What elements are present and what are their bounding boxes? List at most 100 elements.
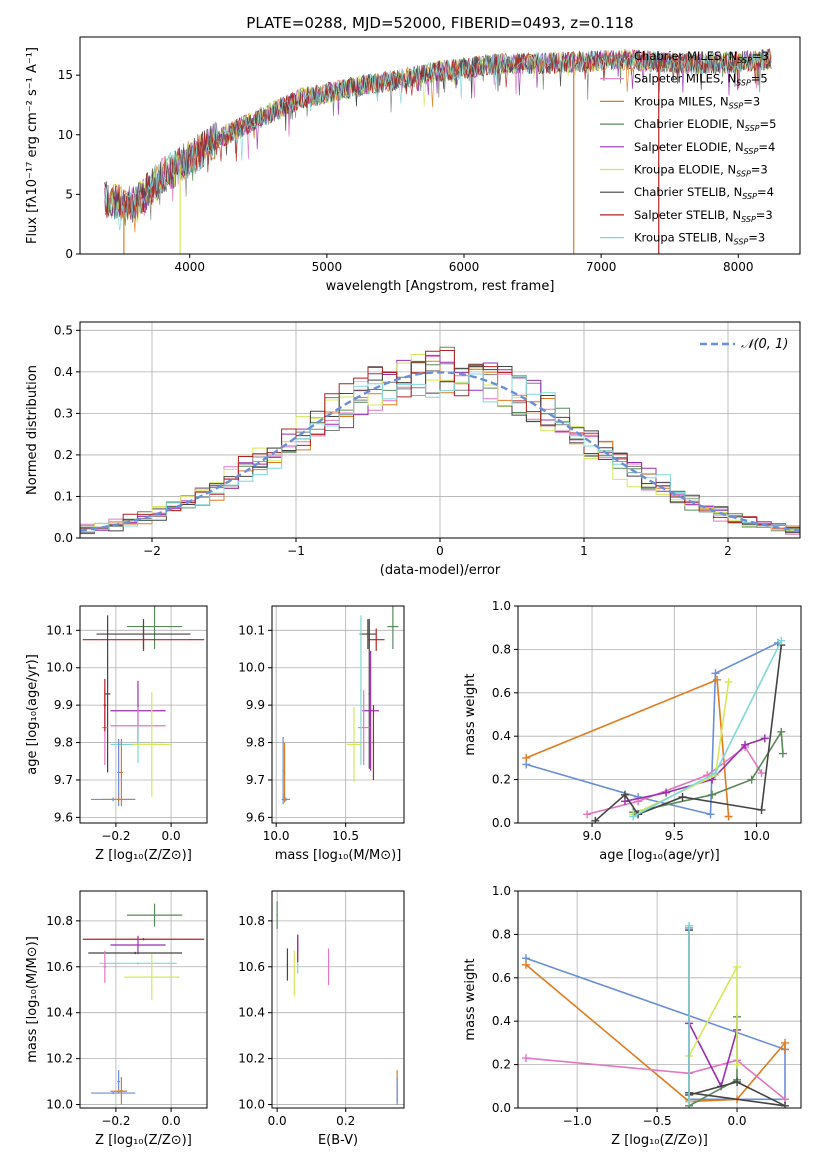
legend-label: 𝒩(0, 1) — [741, 337, 788, 352]
x-tick-label: 0.0 — [162, 1114, 181, 1128]
plus-marker — [781, 1045, 790, 1054]
plus-marker — [757, 769, 766, 778]
normal-reference-curve — [80, 371, 800, 532]
y-tick-label: 0.2 — [492, 773, 511, 787]
plus-marker — [713, 675, 722, 684]
y-tick-label: 0.2 — [492, 1058, 511, 1072]
plus-marker — [591, 816, 600, 823]
y-tick-label: 9.9 — [54, 698, 73, 712]
y-tick-label: 9.8 — [246, 736, 265, 750]
plus-marker — [685, 921, 694, 930]
legend-label: Chabrier ELODIE, NSSP=5 — [634, 117, 776, 133]
plot-area-age_vs_mass — [281, 606, 399, 805]
histogram-step-kroupa_stelib — [80, 373, 800, 533]
x-tick-label: −1.0 — [563, 1114, 592, 1128]
y-tick-label: 0.4 — [492, 729, 511, 743]
y-tick-label: 10.0 — [238, 661, 265, 675]
weight-line-kroupa_miles — [525, 678, 730, 817]
legend-label: Salpeter STELIB, NSSP=3 — [634, 208, 773, 224]
legend-label-count: =3 — [748, 231, 765, 245]
x-tick-label: 7000 — [586, 260, 617, 274]
y-tick-label: 9.7 — [246, 773, 265, 787]
x-tick-label: 10.0 — [743, 829, 770, 843]
x-tick-label: −0.2 — [101, 829, 130, 843]
legend-label-text: Salpeter STELIB, N — [634, 208, 741, 222]
y-tick-label: 10.0 — [46, 661, 73, 675]
plus-marker — [711, 769, 720, 778]
axes-frame — [517, 605, 802, 824]
legend-label-subscript: SSP — [734, 238, 749, 247]
y-tick-label: 0.8 — [492, 927, 511, 941]
y-tick-label: 0.8 — [492, 642, 511, 656]
x-tick-label: 0.0 — [162, 829, 181, 843]
x-tick-label: −2 — [143, 544, 161, 558]
histogram-step-kroupa_elodie — [80, 354, 800, 531]
x-tick-label: 9.0 — [582, 829, 601, 843]
plus-marker — [521, 960, 530, 969]
y-tick-label: 1.0 — [492, 884, 511, 898]
legend-label: Kroupa ELODIE, NSSP=3 — [634, 163, 768, 179]
axes-frame — [79, 321, 801, 539]
plus-marker — [706, 810, 715, 819]
x-tick-label: 0 — [436, 544, 444, 558]
plus-marker — [733, 1060, 742, 1069]
axes-frame — [79, 36, 801, 255]
x-axis-label: E(B-V) — [318, 1133, 358, 1148]
legend-label-text: Chabrier ELODIE, N — [634, 117, 745, 131]
y-tick-label: 15 — [58, 68, 73, 82]
legend-label-subscript: SSP — [729, 101, 744, 110]
x-tick-label: 2 — [724, 544, 732, 558]
legend-label: Salpeter ELODIE, NSSP=4 — [634, 140, 775, 156]
axes-frame — [271, 605, 405, 824]
y-tick-label: 0 — [65, 247, 73, 261]
plus-marker — [620, 790, 629, 799]
legend-label-subscript: SSP — [744, 147, 759, 156]
plus-marker — [777, 636, 786, 645]
y-tick-label: 0.1 — [54, 489, 73, 503]
plus-marker — [747, 775, 756, 784]
y-tick-label: 10.0 — [238, 1098, 265, 1112]
y-tick-label: 0.5 — [54, 323, 73, 337]
y-tick-label: 0.4 — [492, 1014, 511, 1028]
y-tick-label: 0.6 — [492, 971, 511, 985]
y-tick-label: 10.2 — [46, 1052, 73, 1066]
legend-label: Kroupa MILES, NSSP=3 — [634, 94, 760, 110]
y-axis-label: mass weight — [463, 673, 478, 755]
y-tick-label: 10.8 — [46, 914, 73, 928]
y-tick-label: 10.6 — [46, 960, 73, 974]
legend-label-subscript: SSP — [742, 192, 757, 201]
plus-marker — [583, 810, 592, 819]
panel-spectrum: 4000 5000 6000 7000 8000 0 5 10 15 wavelength [An… — [25, 36, 801, 294]
x-axis-label: Z [log₁₀(Z/Z⊙)] — [95, 1133, 192, 1148]
spectrum-line-kroupa_stelib — [104, 49, 772, 231]
plus-marker — [741, 740, 750, 749]
plus-marker — [685, 1097, 694, 1106]
x-axis-label: (data-model)/error — [380, 563, 501, 578]
y-tick-label: 0.0 — [54, 531, 73, 545]
x-axis-label: Z [log₁₀(Z/Z⊙)] — [611, 1133, 708, 1148]
y-tick-label: 9.6 — [54, 810, 73, 824]
legend-label-text: Salpeter MILES, N — [634, 72, 736, 86]
plus-marker — [777, 727, 786, 736]
legend-label-count: =3 — [756, 208, 773, 222]
x-tick-label: 8000 — [723, 260, 754, 274]
x-axis-label: Z [log₁₀(Z/Z⊙)] — [95, 848, 192, 863]
plot-area-age_vs_Z — [82, 606, 205, 807]
axes-frame — [79, 605, 208, 824]
x-tick-label: 9.5 — [665, 829, 684, 843]
y-axis-label: mass [log₁₀(M/M⊙)] — [25, 936, 40, 1063]
x-tick-label: 0.0 — [727, 1114, 746, 1128]
histogram-step-salpeter_stelib — [80, 350, 800, 530]
y-tick-label: 10.2 — [238, 1052, 265, 1066]
plus-marker — [733, 1077, 742, 1086]
y-tick-label: 10.1 — [46, 623, 73, 637]
legend-label-text: Kroupa MILES, N — [634, 94, 729, 108]
axes-frame — [517, 890, 802, 1109]
weight-line-salpeter_elodie — [688, 1023, 738, 1089]
plus-marker — [733, 962, 742, 971]
x-tick-label: 10.0 — [263, 829, 290, 843]
weight-line-kroupa_miles — [525, 964, 786, 1103]
x-tick-label: −1 — [287, 544, 305, 558]
legend-label-subscript: SSP — [741, 215, 756, 224]
